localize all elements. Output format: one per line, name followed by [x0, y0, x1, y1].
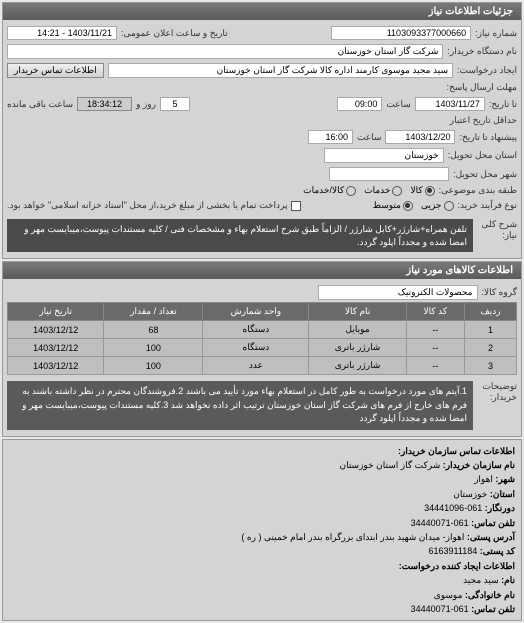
to-date-label: تا تاریخ: [489, 99, 517, 110]
table-header: نام کالا [309, 303, 406, 321]
deadline-time: 09:00 [337, 97, 382, 111]
radio-motavaset[interactable]: متوسط [373, 200, 413, 211]
lname-value: موسوی [434, 590, 463, 600]
table-cell: 2 [464, 339, 516, 357]
fax-label: دورنگار: [485, 503, 515, 513]
table-cell: دستگاه [203, 321, 309, 339]
table-cell: 68 [104, 321, 203, 339]
addr-label: آدرس پستی: [467, 532, 515, 542]
delivery-state-label: استان محل تحویل: [448, 150, 517, 161]
purchase-type-label: نوع فرآیند خرید: [458, 200, 518, 211]
postal-value: 6163911184 [429, 546, 478, 556]
table-cell: 100 [104, 357, 203, 375]
delivery-city-label: شهر محل تحویل: [453, 169, 517, 180]
payment-note: پرداخت تمام یا بخشی از مبلغ خرید،از محل … [7, 200, 287, 211]
cphone-label: تلفن تماس: [471, 604, 515, 614]
table-cell: شارژر باتری [309, 339, 406, 357]
radio-kala-khadamat-label: کالا/خدمات [303, 185, 344, 196]
table-cell: دستگاه [203, 339, 309, 357]
group-label: گروه کالا: [482, 287, 517, 298]
radio-jozi[interactable]: جزیی [421, 200, 454, 211]
deadline-date: 1403/11/27 [415, 97, 485, 111]
deadline-time-label: ساعت [386, 99, 411, 110]
table-header: واحد شمارش [203, 303, 309, 321]
items-table: ردیفکد کالانام کالاواحد شمارشتعداد / مقد… [7, 302, 517, 375]
table-cell: 1 [464, 321, 516, 339]
panel-title: جزئیات اطلاعات نیاز [3, 3, 521, 20]
payment-checkbox[interactable] [291, 201, 301, 211]
table-header: تاریخ نیاز [8, 303, 104, 321]
postal-label: کد پستی: [480, 546, 515, 556]
table-header: کد کالا [406, 303, 464, 321]
validity-date: 1403/12/20 [385, 130, 455, 144]
requester-value: سید مجید موسوی کارمند اداره کالا شرکت گا… [108, 63, 453, 78]
validity-label: حداقل تاریخ اعتبار [450, 115, 517, 126]
desc-text: تلفن همراه+شارژر+کابل شارژر / الزاماً طب… [7, 219, 473, 252]
addr-value: اهواز- میدان شهید بندر ابتدای بزرگراه بن… [241, 532, 464, 542]
need-number: 1103093377000660 [331, 26, 471, 40]
delivery-state: خوزستان [324, 148, 444, 163]
contact-header: اطلاعات تماس سازمان خریدار: [398, 446, 515, 456]
request-ref-label: ایجاد درخواست: [457, 65, 517, 76]
seller-contact-button[interactable]: اطلاعات تماس خریدار [7, 63, 104, 78]
radio-motavaset-label: متوسط [373, 200, 401, 211]
table-cell: شارژر باتری [309, 357, 406, 375]
datetime-label: تاریخ و ساعت اعلان عمومی: [121, 28, 228, 39]
cphone-value: 061-34440071 [411, 604, 469, 614]
notes-label: توضیحات خریدار: [477, 381, 517, 430]
desc-label: شرح کلی نیاز: [477, 219, 517, 252]
radio-kala-khadamat[interactable]: کالا/خدمات [303, 185, 356, 196]
table-header: ردیف [464, 303, 516, 321]
table-cell: عدد [203, 357, 309, 375]
need-number-label: شماره نیاز: [475, 28, 517, 39]
table-cell: موبایل [309, 321, 406, 339]
deadline-label: مهلت ارسال پاسخ: [446, 82, 517, 93]
subject-label: طبقه بندی موضوعی: [439, 185, 517, 196]
table-cell: 1403/12/12 [8, 339, 104, 357]
remaining-label: ساعت باقی مانده [7, 99, 73, 110]
city-label: شهر: [495, 474, 515, 484]
city-value: اهواز [474, 474, 493, 484]
buyer-label: نام دستگاه خریدار: [447, 46, 517, 57]
org-value: شرکت گاز استان خوزستان [339, 460, 440, 470]
datetime-value: 1403/11/21 - 14:21 [7, 26, 117, 40]
table-cell: 1403/12/12 [8, 357, 104, 375]
table-row: 2--شارژر باتریدستگاه1001403/12/12 [8, 339, 517, 357]
table-cell: 1403/12/12 [8, 321, 104, 339]
table-cell: -- [406, 357, 464, 375]
table-cell: 100 [104, 339, 203, 357]
state-label: استان: [490, 489, 515, 499]
items-header: اطلاعات کالاهای مورد نیاز [3, 262, 521, 279]
table-header: تعداد / مقدار [104, 303, 203, 321]
state-value: خوزستان [453, 489, 487, 499]
radio-jozi-label: جزیی [421, 200, 442, 211]
fname-label: نام: [501, 575, 515, 585]
creator-header: اطلاعات ایجاد کننده درخواست: [399, 561, 515, 571]
fax-value: 061-34441096 [424, 503, 482, 513]
buyer-value: شرکت گاز استان خوزستان [7, 44, 443, 59]
remaining-days: 5 [160, 97, 190, 111]
radio-kala-label: کالا [410, 185, 422, 196]
phone-value: 061-34440071 [411, 518, 469, 528]
lname-label: نام خانوادگی: [465, 590, 515, 600]
table-cell: 3 [464, 357, 516, 375]
validity-time: 16:00 [308, 130, 353, 144]
radio-khadamat-label: خدمات [364, 185, 390, 196]
notes-text: 1.آیتم های مورد درخواست به طور کامل در ا… [7, 381, 473, 430]
radio-khadamat[interactable]: خدمات [364, 185, 402, 196]
group-value: محصولات الکترونیک [318, 285, 478, 300]
table-row: 3--شارژر باتریعدد1001403/12/12 [8, 357, 517, 375]
phone-label: تلفن تماس: [471, 518, 515, 528]
table-cell: -- [406, 321, 464, 339]
radio-kala[interactable]: کالا [410, 185, 434, 196]
remaining-time: 18:34:12 [77, 97, 132, 111]
fname-value: سید مجید [463, 575, 499, 585]
validity-date-label: پیشنهاد تا تاریخ: [459, 132, 517, 143]
table-cell: -- [406, 339, 464, 357]
remaining-days-label: روز و [136, 99, 156, 110]
org-label: نام سازمان خریدار: [443, 460, 515, 470]
validity-time-label: ساعت [357, 132, 382, 143]
delivery-city [329, 167, 449, 181]
table-row: 1--موبایلدستگاه681403/12/12 [8, 321, 517, 339]
